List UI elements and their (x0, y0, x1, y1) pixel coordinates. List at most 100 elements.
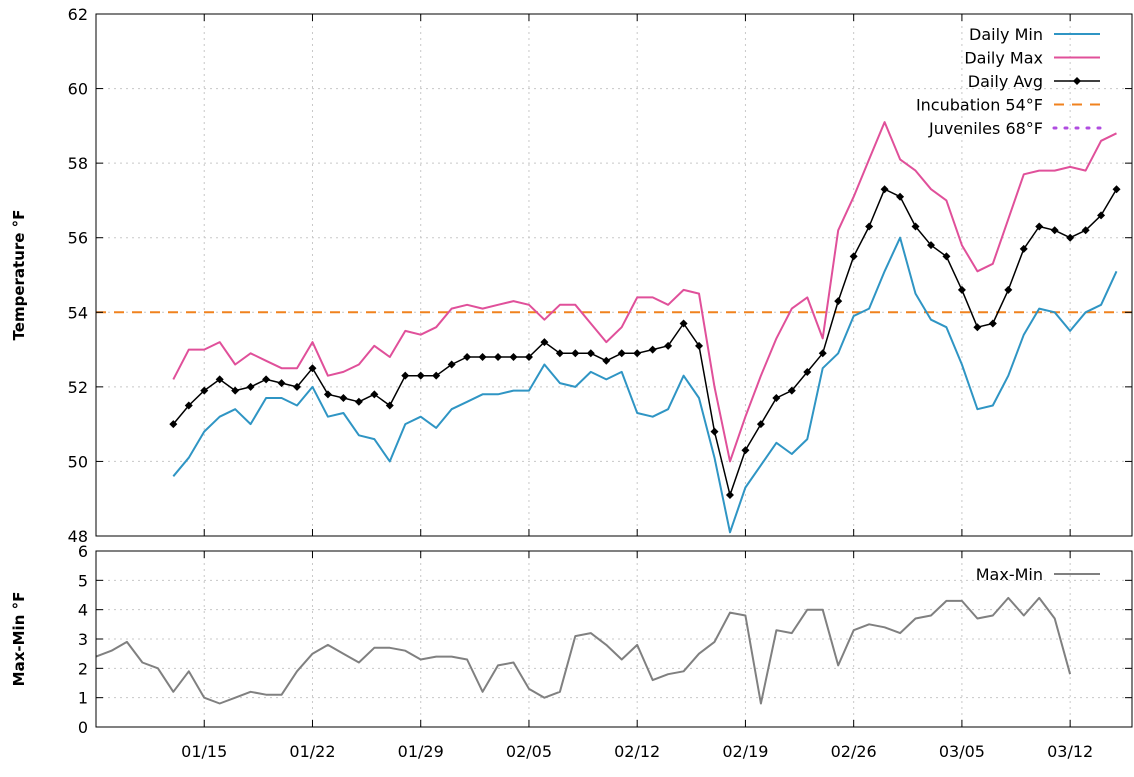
legend-bottom-label-maxmin: Max-Min (976, 565, 1043, 584)
data-point-daily (184, 401, 193, 410)
data-point-daily (602, 356, 611, 365)
data-point-daily (1004, 285, 1013, 294)
data-point-daily (323, 390, 332, 399)
data-point-daily (880, 185, 889, 194)
y-tick-label-top: 54 (68, 303, 88, 322)
x-tick-label: 01/29 (398, 742, 444, 761)
y-tick-label-top: 52 (68, 378, 88, 397)
data-point-daily (586, 349, 595, 358)
x-tick-label: 02/05 (506, 742, 552, 761)
data-point-daily (277, 379, 286, 388)
data-point-daily (262, 375, 271, 384)
data-point-daily (633, 349, 642, 358)
y-tick-label-top: 62 (68, 5, 88, 24)
data-point-daily (787, 386, 796, 395)
data-point-daily (1019, 244, 1028, 253)
data-point-daily (1035, 222, 1044, 231)
y-tick-label-bottom: 5 (78, 571, 88, 590)
y-tick-label-bottom: 2 (78, 659, 88, 678)
data-point-daily (617, 349, 626, 358)
data-point-daily (447, 360, 456, 369)
data-point-daily (385, 401, 394, 410)
data-point-daily (215, 375, 224, 384)
series-line-daily (172, 121, 1117, 463)
data-point-daily (463, 353, 472, 362)
data-point-daily (679, 319, 688, 328)
data-point-daily (973, 323, 982, 332)
y-axis-title-bottom: Max-Min °F (10, 592, 28, 687)
series-line-max-min (96, 596, 1072, 705)
x-tick-label: 02/19 (722, 742, 768, 761)
axes-layer (95, 13, 1133, 728)
data-point-daily (571, 349, 580, 358)
legend-top-label-juveniles: Juveniles 68°F (928, 119, 1043, 138)
data-point-daily (849, 252, 858, 261)
x-tick-label: 01/22 (289, 742, 335, 761)
data-point-daily (293, 382, 302, 391)
legend-top-marker-daily (1073, 77, 1081, 85)
y-tick-label-top: 56 (68, 229, 88, 248)
data-point-daily (1050, 226, 1059, 235)
y-tick-label-top: 50 (68, 452, 88, 471)
data-point-daily (416, 371, 425, 380)
y-tick-label-top: 48 (68, 527, 88, 546)
x-tick-label: 01/15 (181, 742, 227, 761)
data-point-daily (818, 349, 827, 358)
x-tick-label: 02/26 (831, 742, 877, 761)
series-line-daily (172, 236, 1118, 534)
data-point-daily (432, 371, 441, 380)
legend-top-label-daily: Daily Avg (968, 72, 1043, 91)
data-point-daily (664, 341, 673, 350)
legend-top-label-daily: Daily Min (969, 25, 1043, 44)
data-point-daily (803, 367, 812, 376)
data-point-daily (200, 386, 209, 395)
x-tick-label: 02/12 (614, 742, 660, 761)
data-point-daily (756, 420, 765, 429)
y-tick-label-top: 60 (68, 80, 88, 99)
data-point-daily (741, 446, 750, 455)
series-layer (96, 121, 1121, 705)
data-point-daily (988, 319, 997, 328)
data-point-daily (540, 338, 549, 347)
data-point-daily (695, 341, 704, 350)
data-point-daily (509, 353, 518, 362)
y-axis-title-top: Temperature °F (10, 210, 28, 341)
legend-top-label-daily: Daily Max (964, 49, 1043, 68)
data-point-daily (354, 397, 363, 406)
series-line-daily (172, 188, 1118, 496)
data-point-daily (494, 353, 503, 362)
data-point-daily (725, 490, 734, 499)
data-point-daily (772, 394, 781, 403)
data-point-daily (1097, 211, 1106, 220)
x-tick-label: 03/12 (1047, 742, 1093, 761)
data-point-daily (896, 192, 905, 201)
data-point-daily (1081, 226, 1090, 235)
plot-frame-bottom (95, 550, 1133, 728)
data-point-daily (926, 241, 935, 250)
legend-layer: Daily Min Daily Max Daily Avg Incubation 54… (916, 25, 1102, 584)
data-point-daily (957, 285, 966, 294)
y-tick-label-bottom: 6 (78, 542, 88, 561)
data-point-daily (478, 353, 487, 362)
data-point-daily (555, 349, 564, 358)
data-point-daily (648, 345, 657, 354)
y-tick-label-bottom: 1 (78, 689, 88, 708)
data-point-daily (942, 252, 951, 261)
data-point-daily (169, 420, 178, 429)
data-point-daily (401, 371, 410, 380)
data-point-daily (246, 382, 255, 391)
data-point-daily (1066, 233, 1075, 242)
x-tick-label: 03/05 (939, 742, 985, 761)
data-point-daily (911, 222, 920, 231)
data-point-daily (834, 297, 843, 306)
y-tick-label-top: 58 (68, 154, 88, 173)
y-tick-label-bottom: 4 (78, 601, 88, 620)
data-point-daily (339, 394, 348, 403)
data-point-daily (308, 364, 317, 373)
y-tick-label-bottom: 3 (78, 630, 88, 649)
data-point-daily (865, 222, 874, 231)
data-point-daily (524, 353, 533, 362)
